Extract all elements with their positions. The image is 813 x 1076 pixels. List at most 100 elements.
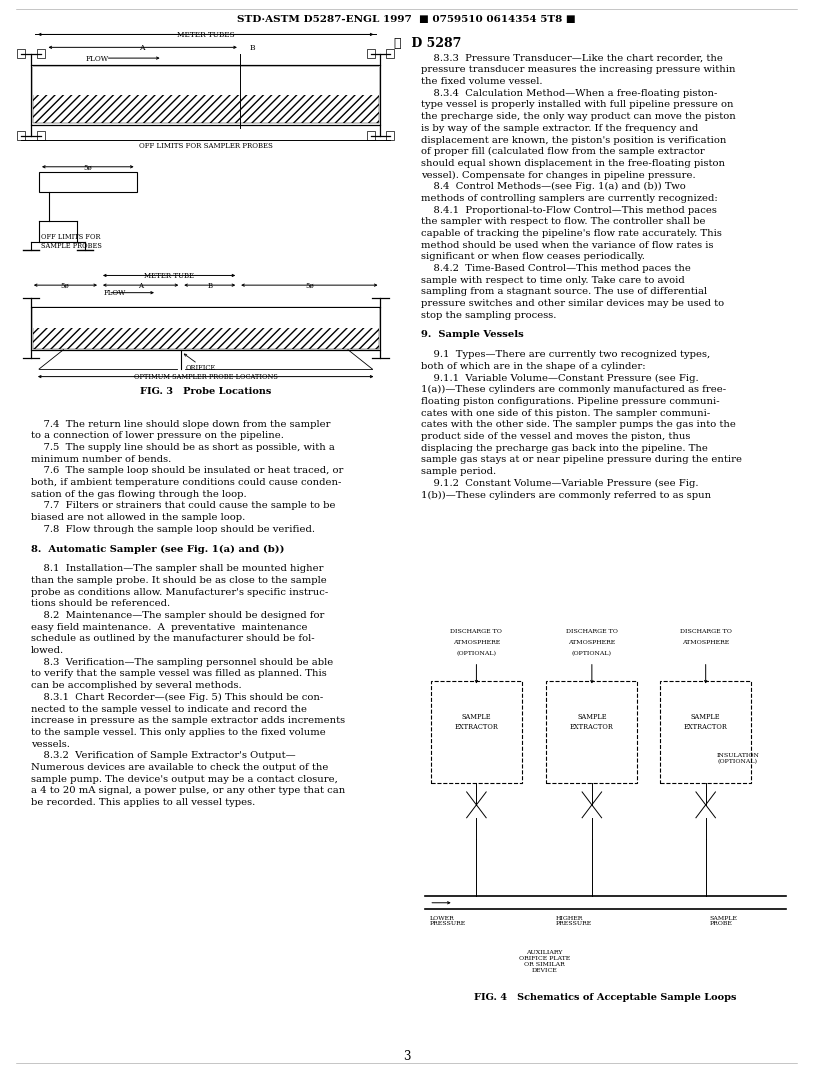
Text: SAMPLE
EXTRACTOR: SAMPLE EXTRACTOR xyxy=(570,713,614,731)
Text: SAMPLE
EXTRACTOR: SAMPLE EXTRACTOR xyxy=(684,713,728,731)
Text: sample period.: sample period. xyxy=(421,467,496,476)
Text: AUXILIARY
ORIFICE PLATE
OR SIMILAR
DEVICE: AUXILIARY ORIFICE PLATE OR SIMILAR DEVIC… xyxy=(519,950,571,973)
Text: displacing the precharge gas back into the pipeline. The: displacing the precharge gas back into t… xyxy=(421,443,708,453)
Bar xyxy=(37,131,45,140)
Text: 8.3.3  Pressure Transducer—Like the chart recorder, the: 8.3.3 Pressure Transducer—Like the chart… xyxy=(421,54,723,62)
Text: 7.6  The sample loop should be insulated or heat traced, or: 7.6 The sample loop should be insulated … xyxy=(31,466,343,476)
Text: both, if ambient temperature conditions could cause conden-: both, if ambient temperature conditions … xyxy=(31,478,341,487)
Text: 9.1.1  Variable Volume—Constant Pressure (see Fig.: 9.1.1 Variable Volume—Constant Pressure … xyxy=(421,373,698,383)
Text: 8.  Automatic Sampler (see Fig. 1(a) and (b)): 8. Automatic Sampler (see Fig. 1(a) and … xyxy=(31,544,285,554)
Text: stop the sampling process.: stop the sampling process. xyxy=(421,311,557,320)
Text: STD·ASTM D5287-ENGL 1997  ■ 0759510 0614354 5T8 ■: STD·ASTM D5287-ENGL 1997 ■ 0759510 06143… xyxy=(237,15,576,24)
Text: lowed.: lowed. xyxy=(31,646,64,655)
Text: the precharge side, the only way product can move the piston: the precharge side, the only way product… xyxy=(421,112,736,122)
Text: of proper fill (calculated flow from the sample extractor: of proper fill (calculated flow from the… xyxy=(421,147,705,156)
Text: both of which are in the shape of a cylinder:: both of which are in the shape of a cyli… xyxy=(421,362,646,371)
Text: Ⓐ: Ⓐ xyxy=(393,37,401,49)
Text: 8.3.1  Chart Recorder—(see Fig. 5) This should be con-: 8.3.1 Chart Recorder—(see Fig. 5) This s… xyxy=(31,693,323,702)
Text: B: B xyxy=(250,44,255,52)
Bar xyxy=(367,49,375,58)
Text: displacement are known, the piston's position is verification: displacement are known, the piston's pos… xyxy=(421,136,727,144)
Bar xyxy=(660,681,751,783)
Text: increase in pressure as the sample extractor adds increments: increase in pressure as the sample extra… xyxy=(31,717,345,725)
Text: OFF LIMITS FOR SAMPLER PROBES: OFF LIMITS FOR SAMPLER PROBES xyxy=(139,142,272,150)
Bar xyxy=(33,308,379,328)
Text: DISCHARGE TO: DISCHARGE TO xyxy=(566,629,618,635)
Text: be recorded. This applies to all vessel types.: be recorded. This applies to all vessel … xyxy=(31,798,255,807)
Text: cates with one side of this piston. The sampler communi-: cates with one side of this piston. The … xyxy=(421,409,711,417)
Text: 7.8  Flow through the sample loop should be verified.: 7.8 Flow through the sample loop should … xyxy=(31,525,315,534)
Bar xyxy=(33,67,379,123)
Text: 5ø: 5ø xyxy=(61,282,69,289)
Text: 8.4.2  Time-Based Control—This method paces the: 8.4.2 Time-Based Control—This method pac… xyxy=(421,264,691,273)
Text: OPTIMUM SAMPLER PROBE LOCATIONS: OPTIMUM SAMPLER PROBE LOCATIONS xyxy=(134,373,277,381)
Text: Numerous devices are available to check the output of the: Numerous devices are available to check … xyxy=(31,763,328,771)
Text: FLOW: FLOW xyxy=(104,289,127,297)
Text: method should be used when the variance of flow rates is: method should be used when the variance … xyxy=(421,241,714,250)
Text: 8.3.2  Verification of Sample Extractor's Output—: 8.3.2 Verification of Sample Extractor's… xyxy=(31,751,295,761)
Text: B: B xyxy=(207,282,212,289)
Text: a 4 to 20 mA signal, a power pulse, or any other type that can: a 4 to 20 mA signal, a power pulse, or a… xyxy=(31,787,346,795)
Text: SAMPLE
EXTRACTOR: SAMPLE EXTRACTOR xyxy=(454,713,498,731)
Text: FIG. 4   Schematics of Acceptable Sample Loops: FIG. 4 Schematics of Acceptable Sample L… xyxy=(475,993,737,1002)
Text: FLOW: FLOW xyxy=(85,55,109,62)
Text: capable of tracking the pipeline's flow rate accurately. This: capable of tracking the pipeline's flow … xyxy=(421,229,722,238)
Text: 7.5  The supply line should be as short as possible, with a: 7.5 The supply line should be as short a… xyxy=(31,443,335,452)
Text: 8.3.4  Calculation Method—When a free-floating piston-: 8.3.4 Calculation Method—When a free-flo… xyxy=(421,89,718,98)
Text: vessels.: vessels. xyxy=(31,739,70,749)
Text: 9.1  Types—There are currently two recognized types,: 9.1 Types—There are currently two recogn… xyxy=(421,351,711,359)
Text: minimum number of bends.: minimum number of bends. xyxy=(31,455,172,464)
Text: methods of controlling samplers are currently recognized:: methods of controlling samplers are curr… xyxy=(421,194,718,203)
Text: the fixed volume vessel.: the fixed volume vessel. xyxy=(421,77,542,86)
Text: INSULATION
(OPTIONAL): INSULATION (OPTIONAL) xyxy=(717,753,760,764)
Text: biased are not allowed in the sample loop.: biased are not allowed in the sample loo… xyxy=(31,513,246,522)
Text: sample gas stays at or near pipeline pressure during the entire: sample gas stays at or near pipeline pre… xyxy=(421,455,742,465)
Text: (OPTIONAL): (OPTIONAL) xyxy=(572,651,612,656)
Text: to the sample vessel. This only applies to the fixed volume: to the sample vessel. This only applies … xyxy=(31,727,326,737)
Bar xyxy=(39,172,137,192)
Text: 7.7  Filters or strainers that could cause the sample to be: 7.7 Filters or strainers that could caus… xyxy=(31,501,336,510)
Text: DISCHARGE TO: DISCHARGE TO xyxy=(450,629,502,635)
Text: easy field maintenance.  A  preventative  maintenance: easy field maintenance. A preventative m… xyxy=(31,623,307,632)
Text: can be accomplished by several methods.: can be accomplished by several methods. xyxy=(31,681,241,690)
Text: the sampler with respect to flow. The controller shall be: the sampler with respect to flow. The co… xyxy=(421,217,706,226)
Text: A: A xyxy=(138,282,143,289)
Text: METER TUBES: METER TUBES xyxy=(177,31,234,39)
Text: sation of the gas flowing through the loop.: sation of the gas flowing through the lo… xyxy=(31,490,246,498)
Text: to a connection of lower pressure on the pipeline.: to a connection of lower pressure on the… xyxy=(31,431,284,440)
Text: ATMOSPHERE: ATMOSPHERE xyxy=(453,640,500,646)
Text: (OPTIONAL): (OPTIONAL) xyxy=(456,651,497,656)
Text: vessel). Compensate for changes in pipeline pressure.: vessel). Compensate for changes in pipel… xyxy=(421,171,696,180)
Text: ATMOSPHERE: ATMOSPHERE xyxy=(682,640,729,646)
Bar xyxy=(431,681,522,783)
Bar xyxy=(386,131,394,140)
Text: sample with respect to time only. Take care to avoid: sample with respect to time only. Take c… xyxy=(421,275,685,285)
Text: ORIFICE: ORIFICE xyxy=(185,364,215,371)
Bar xyxy=(367,131,375,140)
Text: product side of the vessel and moves the piston, thus: product side of the vessel and moves the… xyxy=(421,433,690,441)
Bar xyxy=(37,49,45,58)
Bar xyxy=(33,308,379,349)
Bar xyxy=(31,307,380,350)
Bar xyxy=(17,49,25,58)
Text: than the sample probe. It should be as close to the sample: than the sample probe. It should be as c… xyxy=(31,576,327,585)
Text: 1(a))—These cylinders are commonly manufactured as free-: 1(a))—These cylinders are commonly manuf… xyxy=(421,385,726,395)
Text: nected to the sample vessel to indicate and record the: nected to the sample vessel to indicate … xyxy=(31,705,307,713)
Text: A: A xyxy=(140,44,145,52)
Text: should equal shown displacement in the free-floating piston: should equal shown displacement in the f… xyxy=(421,159,725,168)
Text: to verify that the sample vessel was filled as planned. This: to verify that the sample vessel was fil… xyxy=(31,669,327,679)
Text: is by way of the sample extractor. If the frequency and: is by way of the sample extractor. If th… xyxy=(421,124,698,132)
Text: probe as conditions allow. Manufacturer's specific instruc-: probe as conditions allow. Manufacturer'… xyxy=(31,587,328,597)
Text: 8.4  Control Methods—(see Fig. 1(a) and (b)) Two: 8.4 Control Methods—(see Fig. 1(a) and (… xyxy=(421,182,686,192)
Text: 1(b))—These cylinders are commonly referred to as spun: 1(b))—These cylinders are commonly refer… xyxy=(421,491,711,499)
Text: SAMPLE
PROBE: SAMPLE PROBE xyxy=(710,916,737,926)
Text: pressure transducer measures the increasing pressure within: pressure transducer measures the increas… xyxy=(421,66,736,74)
Text: 5ø: 5ø xyxy=(84,164,92,171)
Text: floating piston configurations. Pipeline pressure communi-: floating piston configurations. Pipeline… xyxy=(421,397,720,406)
Text: 9.  Sample Vessels: 9. Sample Vessels xyxy=(421,330,524,340)
Text: 5ø: 5ø xyxy=(305,282,314,289)
Bar xyxy=(546,681,637,783)
Text: D 5287: D 5287 xyxy=(406,37,461,49)
Bar xyxy=(386,49,394,58)
Text: FIG. 3   Probe Locations: FIG. 3 Probe Locations xyxy=(140,387,272,396)
